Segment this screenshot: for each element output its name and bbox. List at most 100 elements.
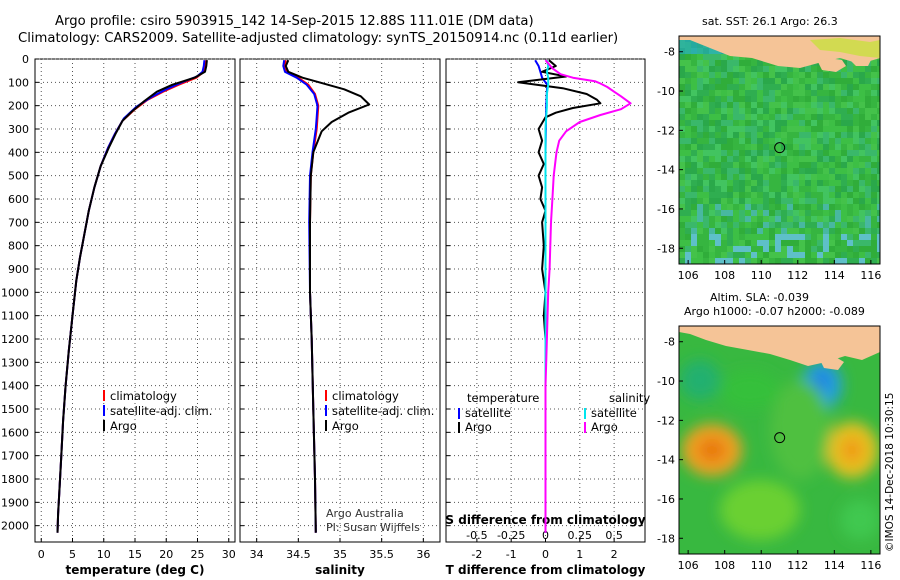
map-y-tick-label: -16 xyxy=(657,203,675,216)
y-tick-label: 500 xyxy=(8,170,29,183)
legend-label: climatology xyxy=(110,389,177,403)
y-tick-label: 0 xyxy=(22,53,29,66)
map-y-tick-label: -8 xyxy=(664,336,675,349)
y-tick-label: 700 xyxy=(8,216,29,229)
x-tick-label: 35 xyxy=(333,548,347,561)
profile-panels: 0100200300400500600700800900100011001200… xyxy=(1,53,650,577)
series-line-3-2 xyxy=(517,59,602,533)
y-tick-label: 100 xyxy=(8,76,29,89)
y-tick-label: 600 xyxy=(8,193,29,206)
legend-header-temperature: temperature xyxy=(467,391,539,405)
map-x-tick-label: 112 xyxy=(787,559,808,572)
title-line-2: Climatology: CARS2009. Satellite-adjuste… xyxy=(18,31,618,46)
map-y-tick-label: -18 xyxy=(657,532,675,545)
map-y-tick-label: -14 xyxy=(657,164,675,177)
x-tick-label: 15 xyxy=(128,548,142,561)
y-tick-label: 200 xyxy=(8,100,29,113)
y-tick-label: 1100 xyxy=(1,310,29,323)
y-tick-label: 1900 xyxy=(1,496,29,509)
y-tick-label: 1700 xyxy=(1,450,29,463)
sst-map-title: sat. SST: 26.1 Argo: 26.3 xyxy=(702,15,838,28)
map-x-tick-label: 114 xyxy=(824,269,845,282)
x-tick-label: 34.5 xyxy=(286,548,311,561)
legend-header-salinity: salinity xyxy=(609,391,650,405)
y-tick-label: 1000 xyxy=(1,286,29,299)
map-x-tick-label: 108 xyxy=(714,269,735,282)
x-tick-label: 35.5 xyxy=(369,548,394,561)
y-tick-label: 400 xyxy=(8,146,29,159)
legend-label: satellite xyxy=(465,406,511,420)
legend-label: satellite xyxy=(591,406,637,420)
y-tick-label: 900 xyxy=(8,263,29,276)
y-tick-label: 2000 xyxy=(1,520,29,533)
map-x-tick-label: 110 xyxy=(751,269,772,282)
y-tick-label: 1300 xyxy=(1,356,29,369)
y-tick-label: 1200 xyxy=(1,333,29,346)
x-tick-label: 5 xyxy=(69,548,76,561)
x-tick-label: 0 xyxy=(542,548,549,561)
sla-map-title-line-2: Argo h1000: -0.07 h2000: -0.089 xyxy=(684,305,865,318)
imos-timestamp: ©IMOS 14-Dec-2018 10:30:15 xyxy=(884,393,896,552)
credit-line-2: PI: Susan Wijffels xyxy=(326,521,420,534)
y-tick-label: 1600 xyxy=(1,426,29,439)
map-x-tick-label: 108 xyxy=(714,559,735,572)
map-x-tick-label: 116 xyxy=(860,559,881,572)
map-x-tick-label: 106 xyxy=(678,269,699,282)
x-tick-label: 30 xyxy=(222,548,236,561)
legend-label: Argo xyxy=(465,420,492,434)
x-tick-label: 25 xyxy=(191,548,205,561)
map-y-tick-label: -10 xyxy=(657,85,675,98)
x-tick-label: 1 xyxy=(576,548,583,561)
s-tick-label: 0 xyxy=(542,529,549,542)
x-axis-label: T difference from climatology xyxy=(446,563,646,577)
s-tick-label: 0.25 xyxy=(568,529,593,542)
sla-map: Altim. SLA: -0.039 Argo h1000: -0.07 h20… xyxy=(657,291,881,572)
map-y-tick-label: -8 xyxy=(664,46,675,59)
y-tick-label: 1400 xyxy=(1,380,29,393)
map-x-tick-label: 116 xyxy=(860,269,881,282)
x-tick-label: 10 xyxy=(97,548,111,561)
series-line-3-4 xyxy=(544,59,632,533)
x-tick-label: 0 xyxy=(38,548,45,561)
map-x-tick-label: 106 xyxy=(678,559,699,572)
argo-float-marker-sla xyxy=(774,432,786,444)
series-line-3-3 xyxy=(544,59,550,533)
legend-label: satellite-adj. clim. xyxy=(110,404,212,418)
x-tick-label: 34 xyxy=(250,548,264,561)
x-tick-label: 20 xyxy=(159,548,173,561)
legend-panel-3: temperature salinitysatelliteArgosatellit… xyxy=(458,391,650,434)
map-y-tick-label: -10 xyxy=(657,375,675,388)
map-x-tick-label: 114 xyxy=(824,559,845,572)
map-y-tick-label: -12 xyxy=(657,124,675,137)
y-tick-label: 300 xyxy=(8,123,29,136)
series-line-1-3 xyxy=(56,60,208,533)
credit-line-1: Argo Australia xyxy=(326,507,404,520)
map-y-tick-label: -16 xyxy=(657,493,675,506)
map-y-tick-label: -14 xyxy=(657,454,675,467)
map-y-tick-label: -12 xyxy=(657,414,675,427)
x-tick-label: -2 xyxy=(471,548,482,561)
profile-panel-1: 0 5 10 15 20 25 30 temperature (deg C) xyxy=(34,58,236,577)
s-tick-label: -0.25 xyxy=(497,529,525,542)
map-x-tick-label: 112 xyxy=(787,269,808,282)
y-tick-label: 1500 xyxy=(1,403,29,416)
x-tick-label: 36 xyxy=(416,548,430,561)
y-tick-label: 800 xyxy=(8,240,29,253)
s-tick-label: -0.5 xyxy=(466,529,487,542)
y-tick-label: 1800 xyxy=(1,473,29,486)
legend-label: climatology xyxy=(332,389,399,403)
sst-map: sat. SST: 26.1 Argo: 26.3 106 108 110 112 11… xyxy=(657,15,881,282)
map-x-tick-label: 110 xyxy=(751,559,772,572)
x-tick-label: -1 xyxy=(506,548,517,561)
argo-float-marker-sst xyxy=(774,142,786,154)
legend-label: Argo xyxy=(591,420,618,434)
map-y-tick-label: -18 xyxy=(657,242,675,255)
title-line-1: Argo profile: csiro 5903915_142 14-Sep-2… xyxy=(55,14,534,29)
x-axis-label: salinity xyxy=(315,563,365,577)
java-coastline-sla xyxy=(679,326,880,366)
